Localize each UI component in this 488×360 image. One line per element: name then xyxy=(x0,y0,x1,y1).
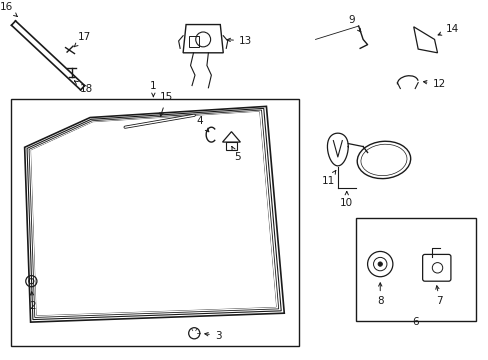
Text: 2: 2 xyxy=(29,292,36,311)
Polygon shape xyxy=(31,112,276,315)
Text: 1: 1 xyxy=(150,81,156,96)
Text: 14: 14 xyxy=(437,24,458,35)
Circle shape xyxy=(377,262,382,266)
Text: 13: 13 xyxy=(226,36,252,46)
Text: 9: 9 xyxy=(348,15,360,32)
Text: 6: 6 xyxy=(412,317,418,327)
Text: 15: 15 xyxy=(160,93,173,116)
Text: 5: 5 xyxy=(231,147,240,162)
Text: 10: 10 xyxy=(340,192,353,208)
Text: 12: 12 xyxy=(423,79,445,89)
Bar xyxy=(355,218,475,321)
Text: 11: 11 xyxy=(322,170,335,186)
Bar xyxy=(225,142,237,149)
Text: 17: 17 xyxy=(74,32,91,47)
Text: 7: 7 xyxy=(435,286,442,306)
Text: 18: 18 xyxy=(74,81,93,94)
Text: 4: 4 xyxy=(196,116,208,132)
Bar xyxy=(189,36,199,47)
Bar xyxy=(11,99,299,346)
Text: 3: 3 xyxy=(204,330,221,341)
Text: 8: 8 xyxy=(376,283,383,306)
Text: 16: 16 xyxy=(0,2,17,17)
